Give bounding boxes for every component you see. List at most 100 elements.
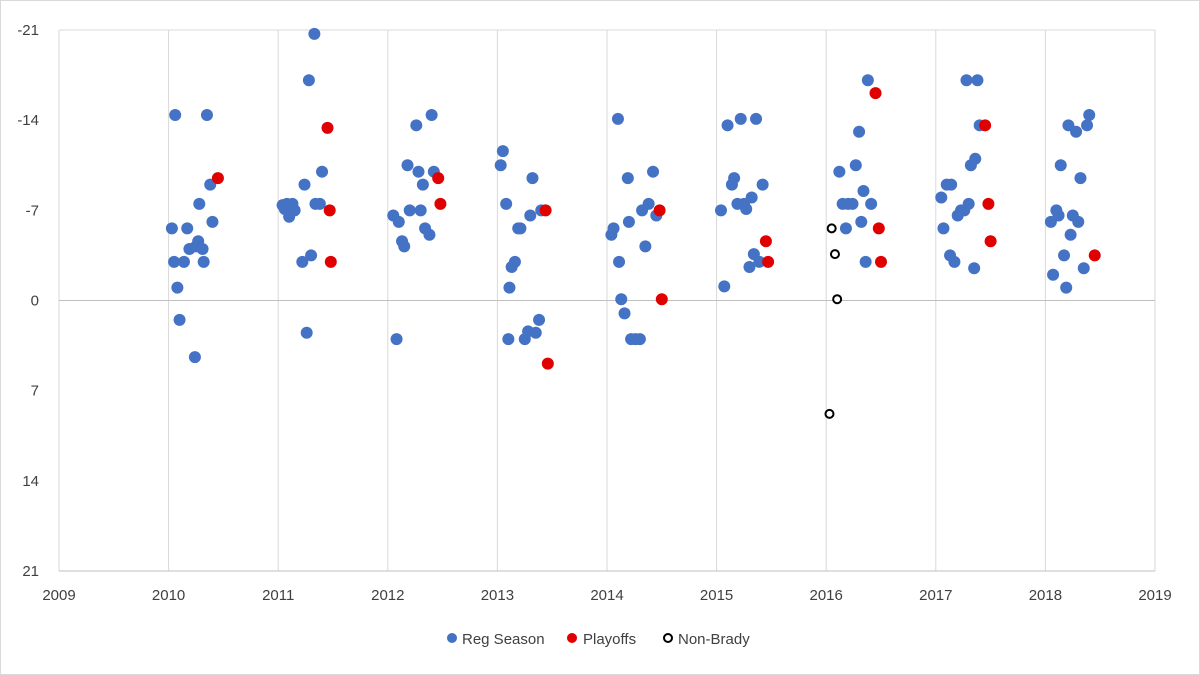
point-reg-season	[533, 313, 546, 326]
point-reg-season	[316, 165, 329, 178]
legend-label: Reg Season	[462, 631, 545, 648]
point-reg-season	[607, 222, 620, 235]
point-reg-season	[514, 222, 527, 235]
point-reg-season	[728, 172, 741, 185]
point-reg-season	[410, 119, 423, 132]
y-tick-label: 7	[31, 383, 39, 400]
point-reg-season	[1052, 209, 1065, 222]
y-tick-label: -21	[17, 22, 39, 39]
point-reg-season	[1047, 268, 1060, 281]
point-reg-season	[200, 109, 213, 122]
point-reg-season	[508, 255, 521, 268]
point-reg-season	[171, 281, 184, 294]
point-reg-season	[861, 74, 874, 87]
point-playoffs	[539, 204, 552, 217]
point-non-brady	[826, 223, 837, 234]
point-reg-season	[853, 125, 866, 138]
point-reg-season	[855, 215, 868, 228]
point-reg-season	[1072, 215, 1085, 228]
x-tick-label: 2012	[371, 587, 404, 604]
point-reg-season	[1083, 109, 1096, 122]
point-non-brady	[824, 408, 835, 419]
point-reg-season	[1060, 281, 1073, 294]
point-playoffs	[541, 357, 554, 370]
point-reg-season	[613, 255, 626, 268]
point-reg-season	[177, 255, 190, 268]
point-playoffs	[655, 293, 668, 306]
point-reg-season	[948, 255, 961, 268]
point-reg-season	[622, 215, 635, 228]
point-reg-season	[753, 255, 766, 268]
point-reg-season	[718, 280, 731, 293]
point-reg-season	[639, 240, 652, 253]
x-tick-label: 2011	[262, 587, 294, 604]
point-reg-season	[188, 351, 201, 364]
point-playoffs	[434, 197, 447, 210]
point-reg-season	[1058, 249, 1071, 262]
legend-marker-playoffs	[567, 633, 577, 643]
point-reg-season	[621, 172, 634, 185]
point-reg-season	[740, 203, 753, 216]
tick-labels: 2009 2010 2011 2012 2013 2014 2015 2016 2017 2018…	[17, 22, 1171, 604]
point-reg-season	[403, 204, 416, 217]
point-reg-season	[1081, 119, 1094, 132]
point-reg-season	[196, 242, 209, 255]
point-playoffs	[872, 222, 885, 235]
point-reg-season	[734, 112, 747, 125]
point-reg-season	[390, 333, 403, 346]
legend-label: Non-Brady	[678, 631, 750, 648]
point-playoffs	[982, 197, 995, 210]
point-reg-season	[968, 262, 981, 275]
legend-marker-non-brady	[663, 633, 673, 643]
point-playoffs	[432, 172, 445, 185]
point-reg-season	[193, 197, 206, 210]
point-reg-season	[173, 313, 186, 326]
point-reg-season	[750, 112, 763, 125]
point-reg-season	[529, 326, 542, 339]
point-reg-season	[756, 178, 769, 191]
point-reg-season	[721, 119, 734, 132]
point-reg-season	[296, 255, 309, 268]
point-playoffs	[321, 121, 334, 134]
point-reg-season	[300, 326, 313, 339]
point-reg-season	[859, 255, 872, 268]
point-playoffs	[762, 255, 775, 268]
point-reg-season	[168, 255, 181, 268]
x-tick-label: 2009	[42, 587, 75, 604]
point-reg-season	[398, 240, 411, 253]
y-tick-label: -14	[17, 112, 39, 129]
point-reg-season	[611, 112, 624, 125]
point-non-brady	[832, 294, 843, 305]
point-playoffs	[759, 235, 772, 248]
point-reg-season	[935, 191, 948, 204]
point-reg-season	[401, 159, 414, 172]
point-reg-season	[526, 172, 539, 185]
point-playoffs	[1088, 249, 1101, 262]
x-tick-label: 2010	[152, 587, 185, 604]
point-reg-season	[500, 197, 513, 210]
point-non-brady	[829, 249, 840, 260]
x-tick-label: 2013	[481, 587, 514, 604]
x-tick-label: 2017	[919, 587, 952, 604]
point-reg-season	[839, 222, 852, 235]
point-reg-season	[302, 74, 315, 87]
point-reg-season	[865, 197, 878, 210]
y-tick-label: 0	[31, 293, 39, 310]
point-playoffs	[984, 235, 997, 248]
point-reg-season	[416, 178, 429, 191]
point-playoffs	[324, 255, 337, 268]
point-reg-season	[181, 222, 194, 235]
point-reg-season	[206, 215, 219, 228]
point-reg-season	[298, 178, 311, 191]
point-reg-season	[833, 165, 846, 178]
point-reg-season	[1070, 125, 1083, 138]
point-reg-season	[633, 333, 646, 346]
point-reg-season	[745, 191, 758, 204]
x-tick-label: 2016	[810, 587, 843, 604]
point-reg-season	[313, 197, 326, 210]
point-reg-season	[165, 222, 178, 235]
point-reg-season	[524, 209, 537, 222]
point-reg-season	[647, 165, 660, 178]
